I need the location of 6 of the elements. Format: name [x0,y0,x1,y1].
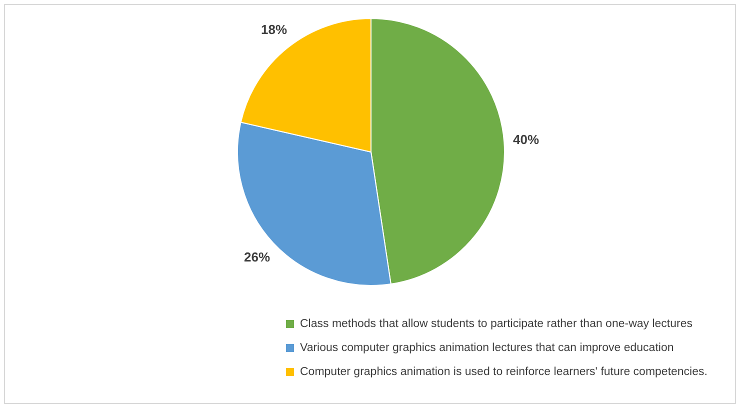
legend-label: Class methods that allow students to participate rather than one-way lectures [300,318,692,330]
legend-label: Various computer graphics animation lectures that can improve education [300,342,674,354]
data-label: 40% [513,132,540,147]
legend-label: Computer graphics animation is used to reinforce learners' future competencies. [300,366,708,378]
data-label: 26% [244,249,270,264]
data-label: 18% [261,22,288,38]
